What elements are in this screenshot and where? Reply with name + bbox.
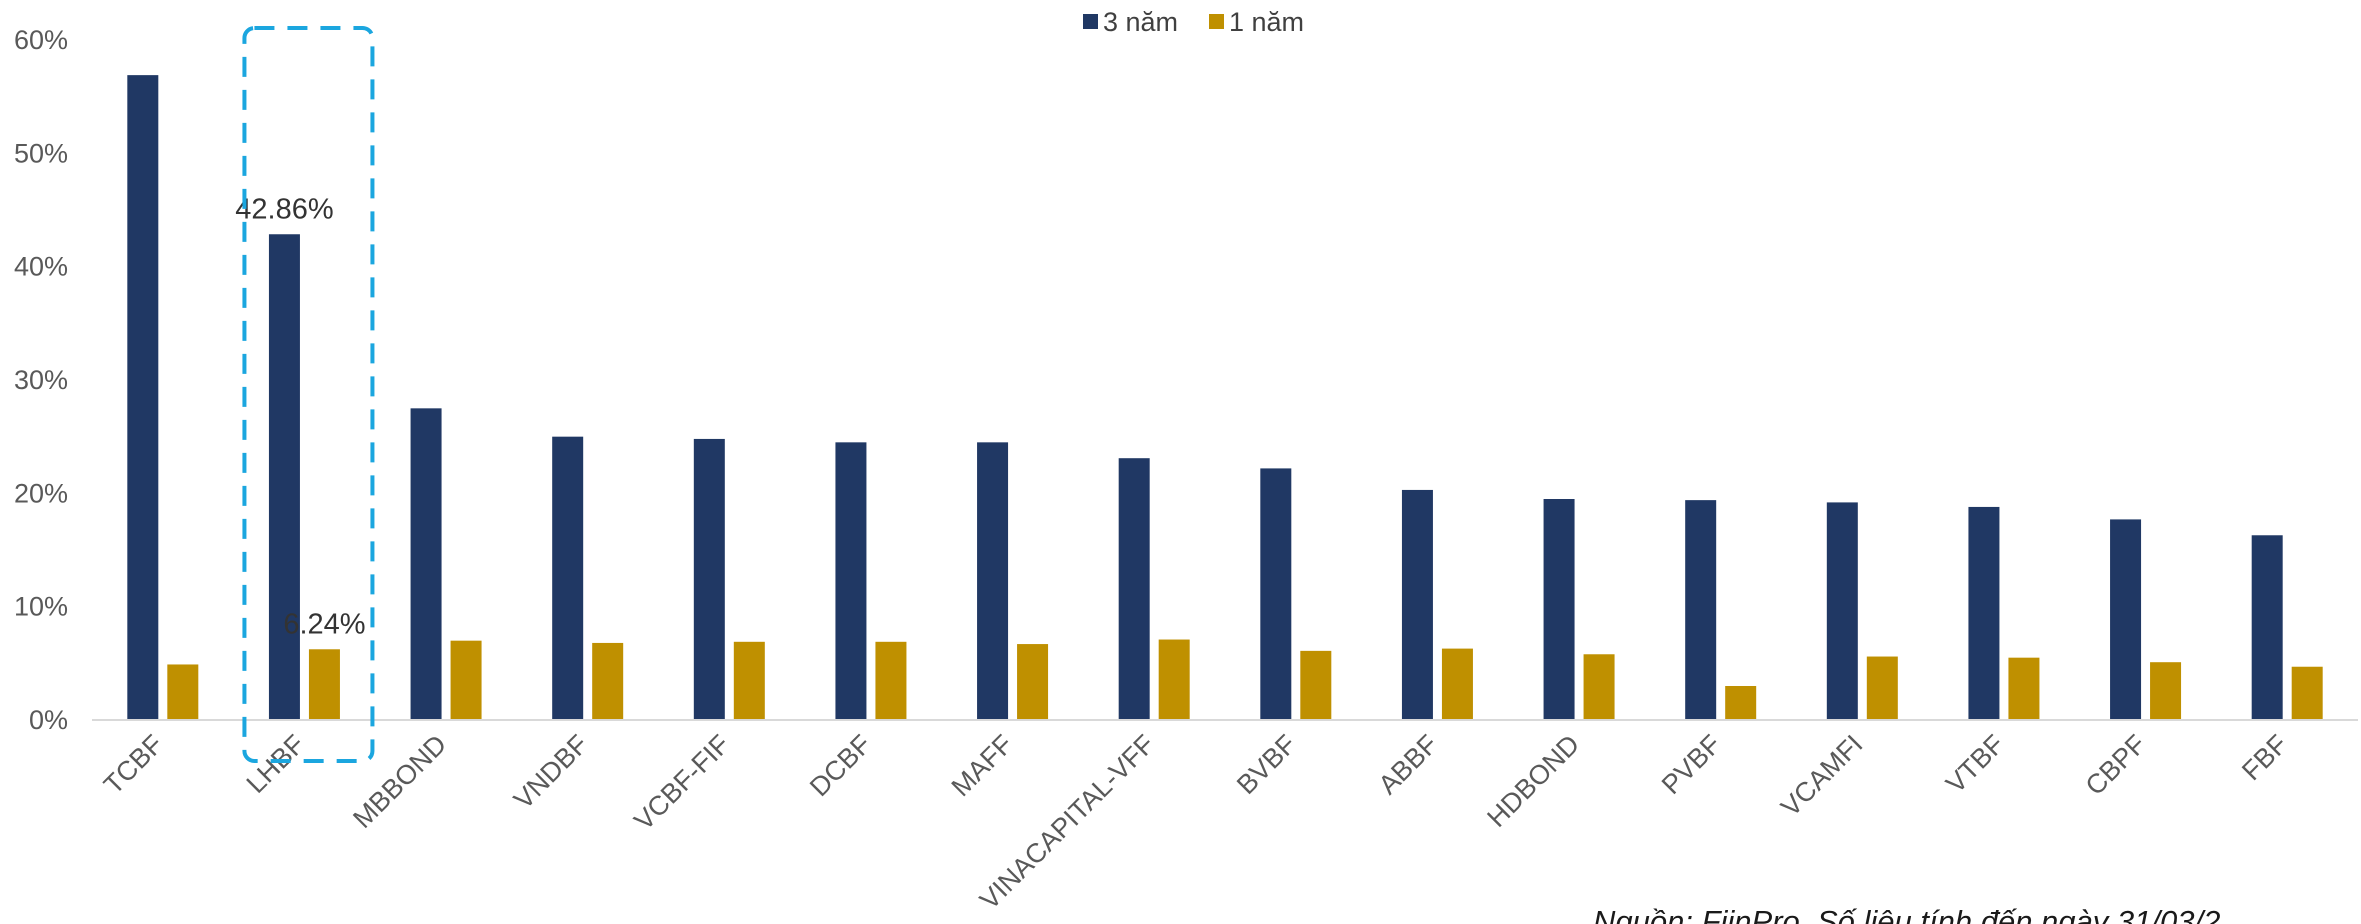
bar-3-nam-pvbf [1685,500,1717,720]
data-label: 6.24% [283,608,365,640]
bar-3-nam-vtbf [1968,506,2000,720]
x-tick-label: BVBF [1231,729,1302,800]
legend-label: 3 năm [1103,7,1178,37]
x-tick-label: PVBF [1656,729,1727,800]
bar-3-nam-vndbf [552,436,584,720]
data-label: 42.86% [235,193,333,225]
x-tick-label: DCBF [804,729,877,802]
bar-1-nam-vinacapital-vff [1158,639,1190,720]
x-tick-label: TCBF [98,729,169,800]
bar-3-nam-fbf [2251,535,2283,720]
x-tick-label: LHBF [241,729,311,799]
y-tick-label: 20% [14,478,68,508]
x-tick-label: FBF [2236,729,2293,786]
bar-3-nam-dcbf [835,442,867,720]
highlight-dashed-box [242,26,375,763]
x-tick-label: MAFF [946,729,1019,802]
bar-3-nam-vcbf-fif [693,438,725,720]
x-tick-label: VCAMFI [1775,729,1868,822]
source-note: Nguồn: FiinPro. Số liệu tính đến ngày 31… [1593,904,2220,924]
bar-1-nam-abbf [1441,648,1473,720]
bar-1-nam-fbf [2291,666,2323,720]
y-tick-label: 0% [29,705,68,735]
x-tick-label: VTBF [1940,729,2010,799]
bar-1-nam-pvbf [1725,686,1757,720]
bar-1-nam-vcamfi [1866,656,1898,720]
y-tick-label: 50% [14,138,68,168]
legend-swatch [1083,14,1098,29]
bar-3-nam-hdbond [1543,499,1575,720]
legend: 3 năm 1 năm [1083,7,1304,37]
bar-3-nam-tcbf [127,75,159,721]
legend-label: 1 năm [1229,7,1304,37]
bar-1-nam-maff [1017,644,1049,720]
bar-1-nam-dcbf [875,641,907,720]
bar-3-nam-cbpf [2110,519,2142,720]
bar-1-nam-hdbond [1583,654,1615,720]
x-axis: TCBF LHBF MBBOND VNDBF VCBF-FIF DCBF MAFFVINAC… [92,719,2358,915]
legend-swatch [1209,14,1224,29]
bar-3-nam-vinacapital-vff [1118,458,1150,720]
highlight-box [242,26,375,763]
bar-3-nam-vcamfi [1826,502,1858,720]
x-tick-label: VCBF-FIF [628,729,735,836]
bar-3-nam-bvbf [1260,468,1292,720]
bars [127,75,2323,721]
bar-3-nam-lhbf [268,234,300,720]
x-tick-label: CBPF [2080,729,2152,801]
y-tick-label: 40% [14,252,68,282]
bar-1-nam-vcbf-fif [733,641,765,720]
x-tick-label: MBBOND [347,729,452,834]
bar-1-nam-lhbf [308,649,340,720]
y-tick-label: 60% [14,25,68,55]
data-labels: 42.86% 6.24% [235,193,365,640]
bar-1-nam-tcbf [167,664,199,720]
bar-1-nam-vtbf [2008,657,2040,720]
x-tick-label: HDBOND [1481,729,1585,833]
y-axis: 0% 10% 20% 30% 40% 50% 60% [14,25,68,735]
bar-3-nam-mbbond [410,408,442,720]
bar-1-nam-bvbf [1300,650,1332,720]
bar-1-nam-mbbond [450,640,482,720]
x-tick-label: ABBF [1373,729,1444,800]
y-tick-label: 10% [14,592,68,622]
bar-1-nam-cbpf [2150,662,2182,720]
bar-1-nam-vndbf [592,642,624,720]
x-tick-label: VNDBF [508,729,594,815]
bar-3-nam-abbf [1401,489,1433,720]
bar-3-nam-maff [977,442,1009,720]
y-tick-label: 30% [14,365,68,395]
